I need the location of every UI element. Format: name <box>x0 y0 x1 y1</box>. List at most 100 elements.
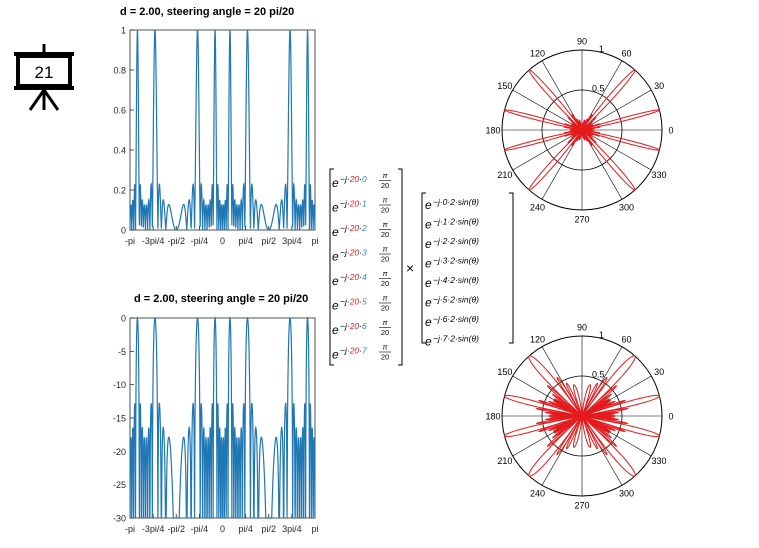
array-vector-entry: e −j·5·2·sin(θ) <box>425 295 479 310</box>
exponent: −j·0·2·sin(θ) <box>433 197 479 207</box>
matrix-left-bracket-open <box>329 168 334 366</box>
steering-vector-entry: e −j·20·1 π20 <box>332 196 391 215</box>
polar-angle-label: 0 <box>668 126 673 136</box>
presentation-board-icon: 21 <box>8 42 80 114</box>
pattern-curve <box>129 316 316 519</box>
exponent: −j·3·2·sin(θ) <box>433 256 479 266</box>
exp-base: e <box>332 323 339 337</box>
steering-vector-entry: e −j·20·4 π20 <box>332 269 391 288</box>
polar-pattern-curve <box>504 355 660 477</box>
polar-angle-label: 150 <box>497 81 512 91</box>
exponent: −j·20·3 <box>340 248 367 258</box>
y-tick-label: 0.2 <box>113 186 126 196</box>
exponent: −j·5·2·sin(θ) <box>433 295 479 305</box>
x-tick-label: pi <box>311 524 318 534</box>
array-vector-entry: e −j·1·2·sin(θ) <box>425 217 479 232</box>
polar-angle-label: 240 <box>530 203 545 213</box>
polar-angle-label: 120 <box>530 48 545 58</box>
fraction-numerator: π <box>382 171 388 180</box>
x-tick-label: 0 <box>220 524 225 534</box>
polar-angle-label: 270 <box>574 215 589 225</box>
fraction-denominator: 20 <box>381 353 389 362</box>
exponent: −j·20·6 <box>340 321 367 331</box>
steering-vector-entry: e −j·20·2 π20 <box>332 220 391 239</box>
polar-angle-label: 210 <box>497 170 512 180</box>
polar-radial-label: 0.5 <box>592 370 605 380</box>
array-vector-entry: e −j·7·2·sin(θ) <box>425 334 479 349</box>
exp-base: e <box>425 237 432 251</box>
exp-base: e <box>425 218 432 232</box>
fraction-denominator: 20 <box>381 206 389 215</box>
x-tick-label: pi <box>311 236 318 246</box>
x-tick-label: -pi <box>125 236 135 246</box>
exp-base: e <box>425 296 432 310</box>
y-tick-label: 0.6 <box>113 106 126 116</box>
exponent: −j·20·2 <box>340 223 367 233</box>
exp-base: e <box>332 176 339 190</box>
exp-base: e <box>425 315 432 329</box>
exponent: −j·6·2·sin(θ) <box>433 314 479 324</box>
polar-angle-label: 300 <box>619 489 634 499</box>
x-tick-label: pi/4 <box>238 236 253 246</box>
linear-pattern-plot: 0 0.2 0.4 0.6 0.8 1 -pi -3pi/4 -pi/2 -pi/4 0 pi/4 pi… <box>113 26 318 247</box>
exponent: −j·20·1 <box>340 199 367 209</box>
fraction-denominator: 20 <box>381 181 389 190</box>
array-vector-entry: e −j·2·2·sin(θ) <box>425 236 479 251</box>
bottom-plot-title: d = 2.00, steering angle = 20 pi/20 <box>134 293 309 305</box>
fraction-numerator: π <box>382 343 388 352</box>
y-tick-label: 0.4 <box>113 146 126 156</box>
x-tick-label: -3pi/4 <box>142 524 165 534</box>
exp-base: e <box>425 198 432 212</box>
steering-vector-entry: e −j·20·0 π20 <box>332 171 391 190</box>
y-tick-label: 0 <box>121 314 126 324</box>
y-tick-label: -10 <box>113 380 126 390</box>
y-tick-label: -25 <box>113 480 126 490</box>
polar-angle-label: 180 <box>485 126 500 136</box>
polar-radial-label: 0.5 <box>592 84 605 94</box>
exponent: −j·20·4 <box>340 272 367 282</box>
x-tick-label: -pi <box>125 524 135 534</box>
y-tick-label: 0.8 <box>113 66 126 76</box>
x-tick-label: -pi/2 <box>167 524 185 534</box>
fraction-denominator: 20 <box>381 328 389 337</box>
exp-base: e <box>425 257 432 271</box>
exponent: −j·2·2·sin(θ) <box>433 236 479 246</box>
x-tick-label: -pi/4 <box>191 236 209 246</box>
polar-angle-label: 30 <box>654 81 664 91</box>
exponent: −j·20·7 <box>340 346 367 356</box>
y-tick-label: -30 <box>113 514 126 524</box>
y-tick-label: -20 <box>113 447 126 457</box>
exp-base: e <box>425 276 432 290</box>
polar-angle-label: 240 <box>530 489 545 499</box>
exp-base: e <box>332 250 339 264</box>
polar-angle-label: 330 <box>652 170 667 180</box>
times-sign: × <box>406 260 414 276</box>
y-tick-label: 1 <box>121 26 126 36</box>
array-vector-entry: e −j·4·2·sin(θ) <box>425 275 479 290</box>
polar-angle-label: 210 <box>497 456 512 466</box>
top-plot-title: d = 2.00, steering angle = 20 pi/20 <box>120 6 295 18</box>
x-tick-label: 0 <box>220 236 225 246</box>
pattern-curve <box>129 29 316 231</box>
exp-base: e <box>332 274 339 288</box>
x-tick-label: 3pi/4 <box>282 236 302 246</box>
y-tick-label: -15 <box>113 414 126 424</box>
polar-angle-label: 270 <box>574 501 589 511</box>
polar-pattern-curve <box>503 69 661 191</box>
polar-angle-label: 120 <box>530 334 545 344</box>
fraction-numerator: π <box>382 220 388 229</box>
exp-base: e <box>332 225 339 239</box>
x-tick-label: -pi/4 <box>191 524 209 534</box>
fraction-numerator: π <box>382 269 388 278</box>
y-tick-label: 0 <box>121 226 126 236</box>
x-tick-label: pi/2 <box>261 236 276 246</box>
polar-angle-label: 300 <box>619 203 634 213</box>
array-vector-entry: e −j·0·2·sin(θ) <box>425 197 479 212</box>
fraction-numerator: π <box>382 294 388 303</box>
polar-angle-label: 330 <box>652 456 667 466</box>
fraction-denominator: 20 <box>381 279 389 288</box>
steering-vector-entry: e −j·20·6 π20 <box>332 318 391 337</box>
exponent: −j·7·2·sin(θ) <box>433 334 479 344</box>
